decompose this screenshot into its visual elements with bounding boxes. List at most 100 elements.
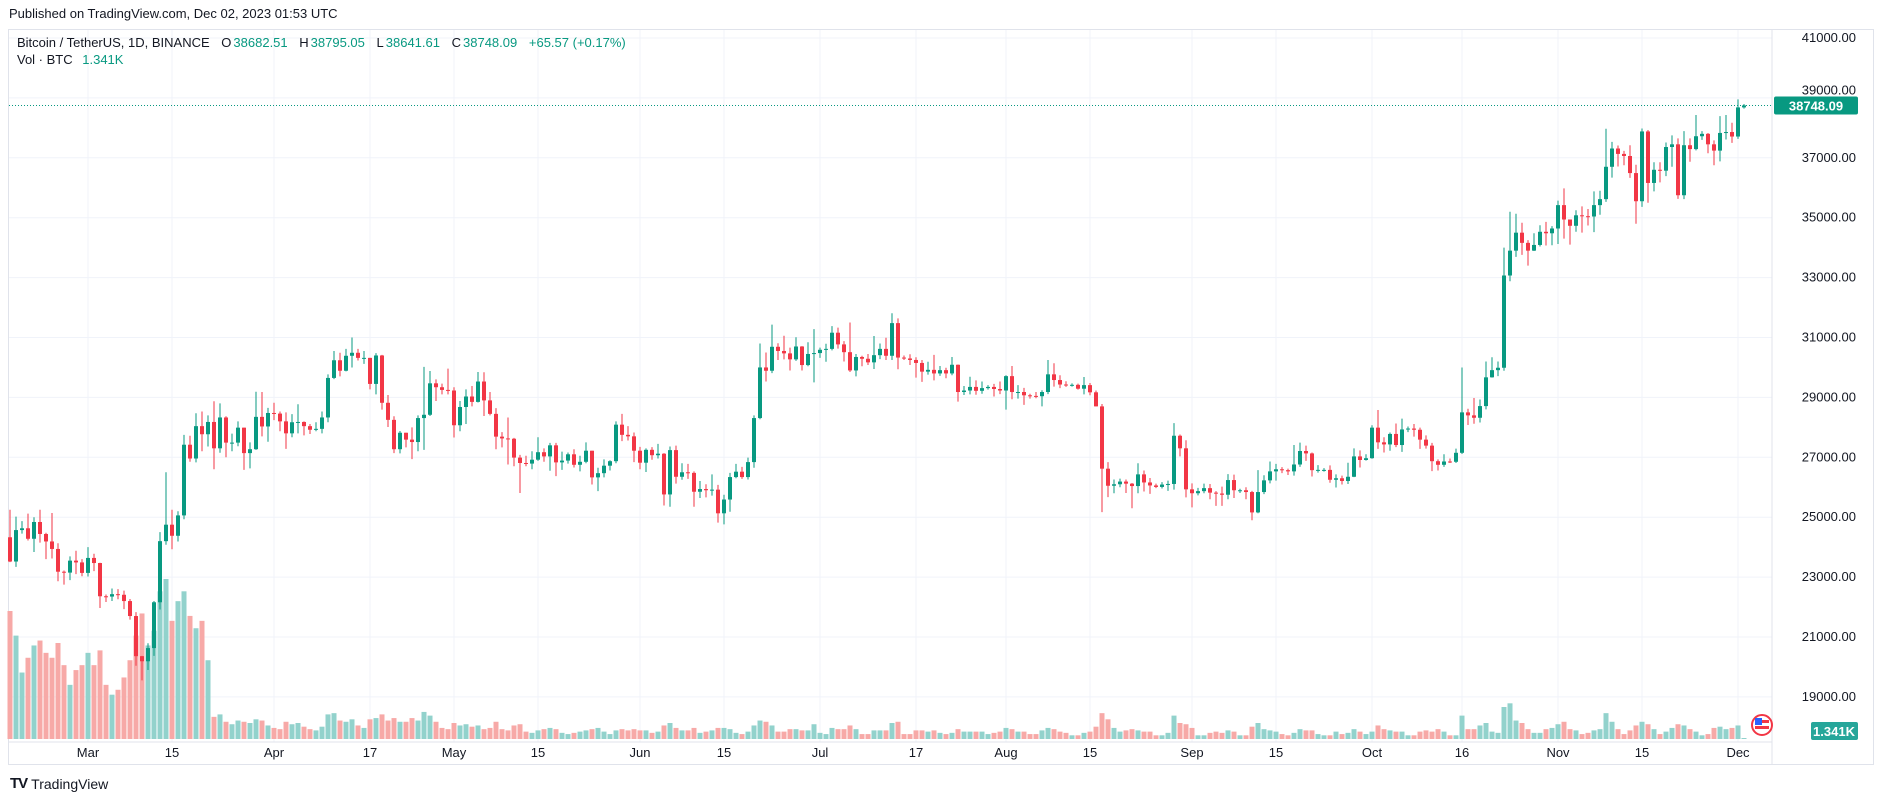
- candle-body: [122, 594, 126, 602]
- candle-body: [1016, 392, 1020, 394]
- price-tick-label: 29000.00: [1802, 389, 1856, 404]
- volume-bar: [1381, 729, 1387, 739]
- candle-body: [710, 489, 714, 491]
- volume-bar: [505, 730, 511, 739]
- time-tick-label: 15: [1269, 745, 1283, 760]
- volume-bar: [1537, 732, 1543, 739]
- candle-body: [1082, 385, 1086, 389]
- volume-bar: [655, 731, 661, 739]
- volume-bar: [85, 652, 91, 739]
- candle-body: [1316, 469, 1320, 471]
- volume-bar: [187, 615, 193, 739]
- volume-bar: [1075, 735, 1081, 739]
- volume-bar: [1333, 731, 1339, 739]
- volume-bar: [1489, 731, 1495, 739]
- footer-brand[interactable]: TV TradingView: [10, 775, 108, 792]
- volume-bar: [889, 723, 895, 739]
- candle-body: [812, 353, 816, 355]
- price-tick-label: 19000.00: [1802, 689, 1856, 704]
- candle-body: [1628, 156, 1632, 174]
- candle-body: [344, 355, 348, 371]
- candle-body: [1442, 461, 1446, 465]
- volume-bar: [67, 684, 73, 739]
- volume-bar: [589, 729, 595, 739]
- volume-bar: [1093, 726, 1099, 739]
- volume-bar: [1405, 735, 1411, 739]
- candle-body: [206, 421, 210, 435]
- volume-bar: [217, 714, 223, 739]
- volume-bar: [691, 727, 697, 739]
- volume-bar: [481, 729, 487, 739]
- volume-bar: [1393, 731, 1399, 739]
- volume-bar: [1723, 729, 1729, 739]
- candle-body: [338, 360, 342, 371]
- volume-bar: [349, 719, 355, 739]
- candle-body: [470, 396, 474, 402]
- volume-bar: [235, 720, 241, 739]
- us-flag-icon[interactable]: [1751, 714, 1773, 736]
- candle-body: [1160, 484, 1164, 487]
- symbol-name[interactable]: Bitcoin / TetherUS, 1D, BINANCE: [17, 35, 210, 50]
- time-tick-label: 15: [717, 745, 731, 760]
- candle-body: [548, 445, 552, 457]
- volume-bar: [1069, 735, 1075, 739]
- volume-bar: [523, 731, 529, 739]
- volume-bar: [1447, 735, 1453, 739]
- candle-body: [956, 364, 960, 393]
- candle-body: [1346, 476, 1350, 481]
- candle-body: [1520, 232, 1524, 243]
- overlay: 38748.09 1.341K: [9, 96, 1858, 740]
- candle-body: [200, 426, 204, 435]
- candle-body: [386, 402, 390, 420]
- volume-bar: [1285, 735, 1291, 739]
- candle-body: [1694, 136, 1698, 150]
- volume-bar: [1459, 715, 1465, 739]
- volume-bar: [109, 694, 115, 739]
- candle-body: [1532, 244, 1536, 251]
- price-tick-label: 41000.00: [1802, 30, 1856, 45]
- candle-body: [332, 360, 336, 378]
- candle-body: [1190, 489, 1194, 494]
- candle-body: [1022, 392, 1026, 396]
- candle-body: [1718, 132, 1722, 151]
- price-tick-label: 27000.00: [1802, 449, 1856, 464]
- volume-bar: [265, 725, 271, 739]
- candle-body: [176, 515, 180, 536]
- volume-label[interactable]: Vol · BTC: [17, 52, 73, 67]
- candle-body: [1202, 488, 1206, 492]
- volume-bar: [571, 732, 577, 739]
- price-tick-label: 21000.00: [1802, 629, 1856, 644]
- volume-bar: [1141, 731, 1147, 739]
- volume-bar: [577, 731, 583, 739]
- volume-bar: [1165, 732, 1171, 739]
- candle-body: [362, 357, 366, 359]
- volume-bar: [625, 730, 631, 739]
- volume-bar: [1549, 727, 1555, 739]
- volume-bar: [277, 729, 283, 739]
- candle-body: [236, 427, 240, 443]
- candle-body: [1328, 469, 1332, 480]
- candle-body: [824, 348, 828, 350]
- volume-bar: [1009, 729, 1015, 739]
- volume-bar: [13, 635, 19, 739]
- volume-bar: [73, 670, 79, 739]
- volume-bar: [841, 729, 847, 739]
- candle-body: [218, 417, 222, 449]
- candle-body: [26, 528, 30, 539]
- volume-bar: [133, 635, 139, 739]
- volume-bar: [457, 725, 463, 739]
- volume-bar: [847, 725, 853, 739]
- candle-body: [308, 426, 312, 430]
- volume-bar: [787, 729, 793, 739]
- volume-bar: [439, 727, 445, 739]
- candle-body: [146, 648, 150, 662]
- volume-bar: [1423, 730, 1429, 739]
- candle-body: [1454, 452, 1458, 462]
- volume-bar: [1633, 725, 1639, 739]
- volume-bar: [979, 731, 985, 739]
- volume-bar: [685, 730, 691, 739]
- candle-body: [842, 344, 846, 353]
- time-tick-label: Sep: [1180, 745, 1203, 760]
- candle-body: [1388, 433, 1392, 445]
